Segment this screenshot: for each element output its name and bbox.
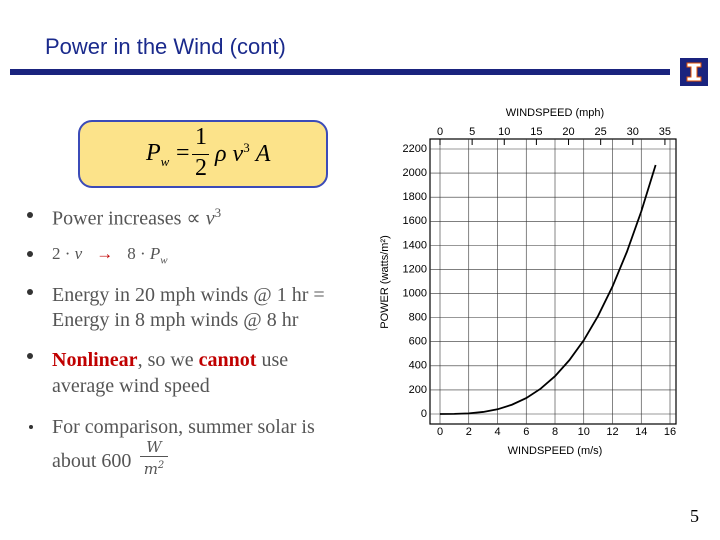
- power-curve: [439, 164, 657, 415]
- formula-den: 2: [195, 155, 207, 181]
- formula-var: v: [232, 141, 244, 167]
- y-tick-label: 2200: [403, 143, 427, 155]
- y-tick-label: 400: [409, 360, 427, 372]
- text: 2 ·: [52, 244, 75, 263]
- bullet: For comparison, summer solar is: [52, 416, 315, 438]
- formula-eq: =: [176, 140, 190, 166]
- text: 8 ·: [127, 244, 150, 263]
- y-tick-label: 200: [409, 384, 427, 396]
- logo: [680, 58, 708, 86]
- x2-tick-label: 35: [659, 126, 671, 138]
- bullet-dot: [27, 251, 33, 257]
- text: v: [205, 207, 215, 230]
- x2-tick-label: 25: [595, 126, 607, 138]
- bullet: about 600: [52, 450, 132, 472]
- formula-num: 1: [195, 124, 207, 150]
- formula-var: ρ: [215, 141, 227, 167]
- x-tick-label: 12: [606, 426, 618, 438]
- text: Nonlinear: [52, 349, 138, 371]
- y-tick-label: 1800: [403, 191, 427, 203]
- y-tick-label: 1200: [403, 263, 427, 275]
- y-tick-label: 1000: [403, 287, 427, 299]
- bullet-dot: [29, 425, 33, 429]
- formula-exp: 3: [243, 140, 250, 155]
- text: use: [256, 349, 289, 371]
- y-tick-label: 1600: [403, 215, 427, 227]
- formula-rho: ρ v3 A: [215, 140, 270, 168]
- bullet-dot: [27, 289, 33, 295]
- x2-tick-label: 10: [498, 126, 510, 138]
- text: P: [149, 244, 161, 263]
- text: Energy in 20 mph winds @ 1 hr =: [52, 284, 325, 306]
- text: Energy in 8 mph winds @ 8 hr: [52, 309, 299, 331]
- y-tick-label: 0: [421, 408, 427, 420]
- y-tick-label: 2000: [403, 167, 427, 179]
- x-tick-label: 2: [466, 426, 472, 438]
- text: m: [143, 460, 158, 478]
- x-tick-label: 16: [664, 426, 676, 438]
- fraction-bar: [192, 154, 209, 155]
- text: W: [146, 438, 162, 456]
- x2-tick-label: 15: [530, 126, 542, 138]
- x-tick-label: 6: [523, 426, 529, 438]
- bullet: 2 · v → 8 · Pw: [52, 244, 168, 266]
- formula-var: P: [146, 140, 161, 166]
- text: 2: [157, 460, 165, 471]
- arrow: →: [96, 244, 114, 263]
- x2-axis-title: WINDSPEED (mph): [506, 107, 604, 119]
- page-number: 5: [690, 506, 699, 526]
- text: 3: [214, 205, 222, 220]
- plot-frame: [429, 138, 677, 425]
- x2-tick-label: 5: [469, 126, 475, 138]
- bullet-dot: [27, 212, 33, 218]
- text: cannot: [198, 349, 257, 371]
- formula-var: A: [255, 141, 271, 167]
- slide-title: Power in the Wind (cont): [45, 34, 286, 59]
- x-tick-label: 4: [494, 426, 500, 438]
- text: Power increases ∝: [52, 207, 206, 230]
- text: , so we: [137, 349, 199, 371]
- y-tick-label: 1400: [403, 239, 427, 251]
- text: v: [74, 244, 83, 263]
- x-tick-label: 10: [578, 426, 590, 438]
- y-axis-title: POWER (watts/m²): [379, 235, 391, 329]
- text: w: [160, 254, 168, 267]
- bullet: Nonlinear, so we cannot use average wind …: [52, 347, 288, 399]
- x-tick-label: 8: [552, 426, 558, 438]
- text: average wind speed: [52, 375, 210, 397]
- formula-p: Pw: [146, 140, 169, 170]
- formula-sub: w: [160, 153, 170, 169]
- x-axis-title: WINDSPEED (m/s): [508, 445, 603, 457]
- x2-tick-label: 0: [437, 126, 443, 138]
- x2-tick-label: 30: [627, 126, 639, 138]
- y-tick-label: 800: [409, 312, 427, 324]
- x2-tick-label: 20: [562, 126, 574, 138]
- title-rule: [10, 69, 670, 75]
- bullet: Power increases ∝ v3: [52, 205, 221, 231]
- y-tick-label: 600: [409, 336, 427, 348]
- x-tick-label: 14: [635, 426, 647, 438]
- bullet: Energy in 20 mph winds @ 1 hr = Energy in…: [52, 283, 325, 333]
- x-tick-label: 0: [437, 426, 443, 438]
- bullet-dot: [27, 353, 33, 359]
